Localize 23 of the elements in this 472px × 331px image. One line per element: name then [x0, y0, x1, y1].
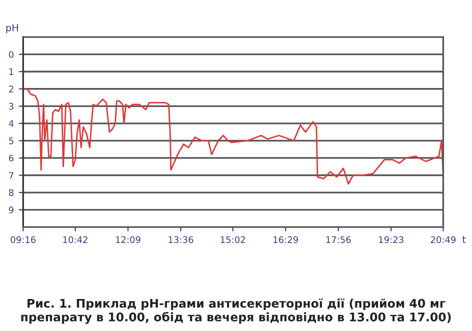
- x-tick-label: 15:02: [220, 236, 245, 244]
- x-tick-label: 09:16: [10, 236, 36, 244]
- y-tick-label: 4: [8, 120, 14, 127]
- y-axis-title: pH: [6, 24, 18, 34]
- y-tick-label: 7: [9, 172, 14, 179]
- y-tick-label: 2: [9, 86, 14, 92]
- y-tick-label: 8: [8, 189, 14, 196]
- x-tick-label: 16:29: [274, 236, 298, 244]
- y-tick-label: 5: [9, 138, 14, 144]
- line-series: [23, 88, 444, 185]
- y-tick-label: 1: [9, 68, 14, 76]
- x-tick-label: 13:36: [168, 236, 194, 244]
- x-tick-label: 12:09: [116, 236, 140, 244]
- text: Рис. 1. Приклад pH-грами антисекреторної дії (прийом 40 мг препарату в 10.00, обід та вечеря відповідно в 13.00 та 17.00): [21, 298, 451, 324]
- x-tick-label: 17:56: [326, 236, 351, 244]
- x-tick-label: 20:49: [430, 236, 456, 244]
- x-axis-title: t: [462, 236, 466, 244]
- y-tick-label: 6: [8, 154, 14, 162]
- y-tick-label: 9: [8, 206, 14, 214]
- y-tick-label: 0: [8, 51, 14, 58]
- x-tick-label: 19:23: [379, 236, 404, 244]
- x-tick-label: 10:42: [63, 236, 88, 244]
- y-tick-label: 3: [9, 102, 14, 110]
